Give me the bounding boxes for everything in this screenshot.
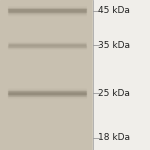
Bar <box>8 88 85 89</box>
Bar <box>8 44 85 45</box>
Bar <box>8 96 85 97</box>
Text: 35 kDa: 35 kDa <box>98 40 129 50</box>
Bar <box>8 11 85 12</box>
Bar <box>8 9 85 10</box>
Bar <box>8 47 85 48</box>
Bar <box>8 14 85 15</box>
Bar <box>8 87 85 88</box>
Bar <box>8 90 85 91</box>
Bar <box>0 0 93 150</box>
Bar <box>8 6 85 7</box>
Text: 45 kDa: 45 kDa <box>98 6 129 15</box>
Bar <box>8 95 85 96</box>
Bar <box>8 13 85 14</box>
Bar <box>8 15 85 16</box>
Bar <box>8 93 85 94</box>
Bar <box>8 4 85 5</box>
Bar <box>8 16 85 17</box>
Text: 18 kDa: 18 kDa <box>98 134 129 142</box>
Bar <box>93 0 150 150</box>
Bar <box>8 89 85 90</box>
Text: 25 kDa: 25 kDa <box>98 88 129 98</box>
Bar <box>8 40 85 41</box>
Bar <box>8 43 85 44</box>
Bar <box>8 8 85 9</box>
Bar <box>8 10 85 11</box>
Bar <box>8 49 85 50</box>
Bar <box>8 94 85 95</box>
Bar <box>8 97 85 98</box>
Bar <box>8 91 85 92</box>
Bar <box>8 99 85 100</box>
